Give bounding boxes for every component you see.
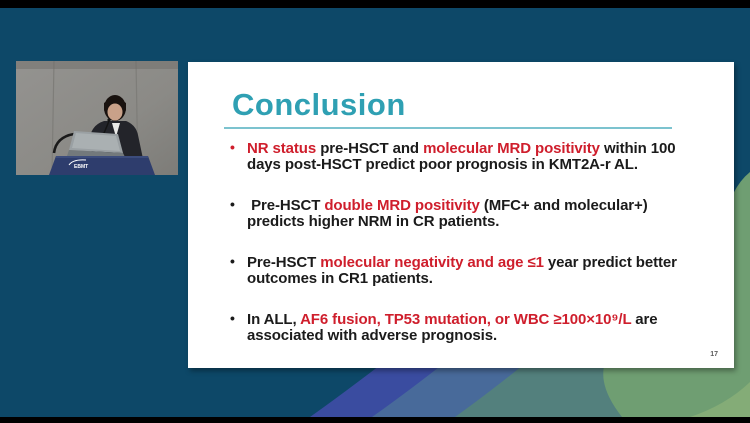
bullet-text-segment: molecular negativity and age ≤1 (320, 254, 544, 272)
bullet-item: • Pre-HSCT double MRD positivity (MFC+ a… (228, 196, 708, 231)
slide: Conclusion • NR status pre-HSCT and molec… (188, 62, 734, 368)
bullet-text-segment: In ALL, (247, 311, 301, 329)
bullet-dot-icon: • (230, 139, 235, 156)
top-letterbox-bar (0, 0, 750, 8)
gooseneck-mic-icon (52, 132, 75, 154)
bottom-letterbox-bar (0, 417, 750, 423)
ebmt-logo-swoosh (68, 159, 87, 166)
bullet-text-segment: Pre-HSCT (247, 197, 325, 215)
bullet-text-segment: molecular MRD positivity (423, 140, 600, 158)
bullet-text-segment: within 100 days post-HSCT predict poor p… (247, 140, 676, 174)
bullet-item: • Pre-HSCT molecular negativity and age ≤… (228, 253, 708, 288)
bullet-dot-icon: • (230, 196, 235, 213)
presenter-video: EBMT (16, 61, 178, 175)
bullet-dot-icon: • (230, 310, 235, 327)
bullet-text-segment: pre-HSCT and (320, 140, 424, 158)
bullet-item: • NR status pre-HSCT and molecular MRD po… (228, 139, 708, 174)
title-rule (224, 127, 672, 130)
bullet-dot-icon: • (230, 253, 235, 270)
bullet-item: • In ALL, AF6 fusion, TP53 mutation, or W… (228, 310, 708, 345)
presenter-scene: EBMT (16, 61, 178, 175)
bullet-text-segment: year predict better outcomes in CR1 pati… (247, 254, 677, 288)
bullet-text-segment: AF6 fusion, TP53 mutation, or WBC ≥100×1… (300, 311, 632, 329)
podium-logo-text: EBMT (74, 164, 88, 170)
page-number: 17 (710, 351, 718, 358)
bullet-text-segment: are associated with adverse prognosis. (247, 311, 658, 345)
bullet-text-segment: NR status (247, 140, 321, 158)
bullet-text-segment: Pre-HSCT (247, 254, 321, 272)
bullet-text-segment: double MRD positivity (324, 197, 480, 215)
bullet-text-segment: (MFC+ and molecular+) predicts higher NR… (247, 197, 648, 231)
presenter-face (107, 103, 123, 121)
stage-background: EBMT Conclusion • NR status pre-HSCT and … (0, 8, 750, 417)
laptop (67, 131, 125, 157)
slide-title: Conclusion (232, 87, 406, 122)
bullet-list: • NR status pre-HSCT and molecular MRD po… (228, 139, 708, 345)
podium: EBMT (49, 156, 155, 175)
